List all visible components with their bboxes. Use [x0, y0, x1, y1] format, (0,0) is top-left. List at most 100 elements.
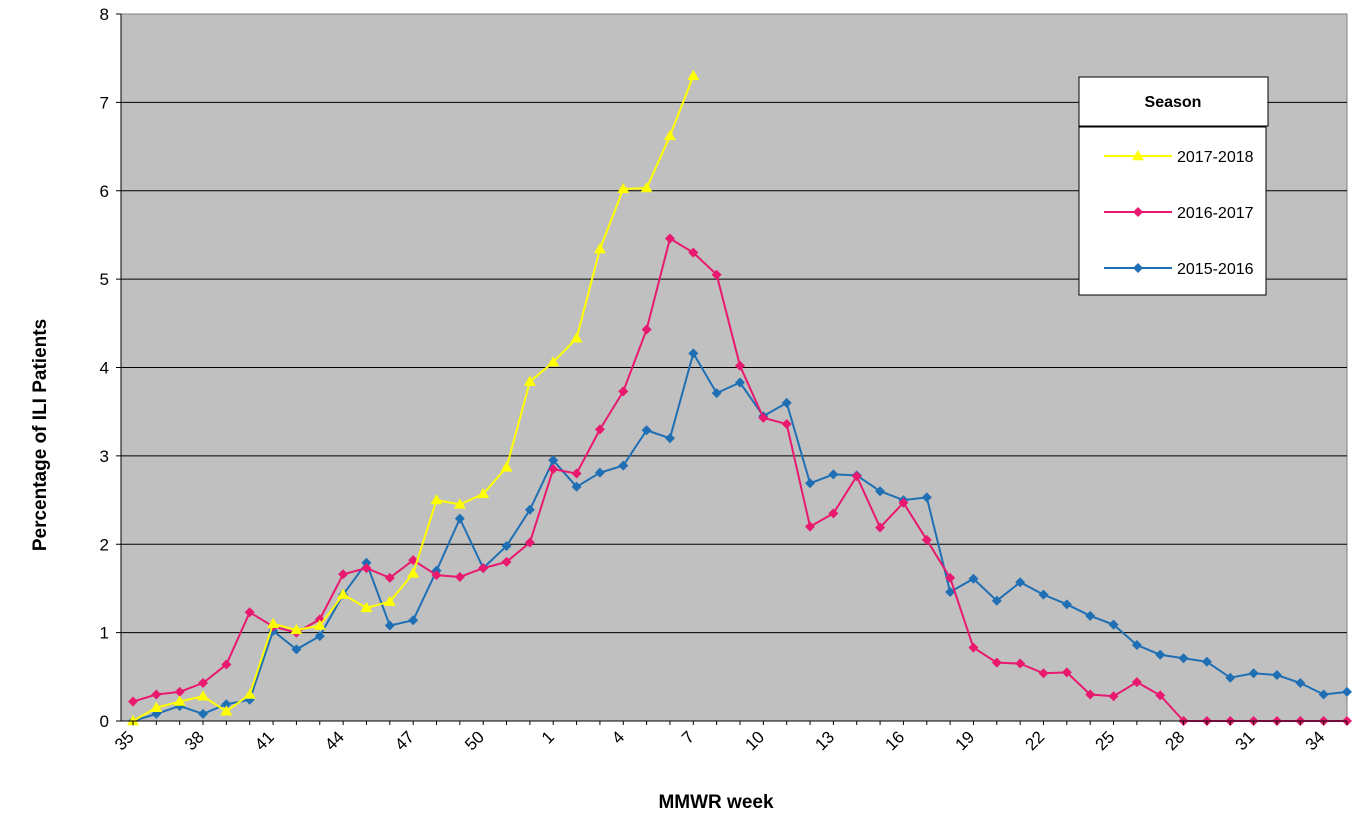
data-point-2016-2017	[384, 572, 395, 583]
x-tick-label: 16	[881, 727, 908, 754]
data-point-2016-2017	[828, 508, 839, 519]
data-point-2015-2016	[548, 455, 559, 466]
x-tick-label: 50	[461, 727, 488, 754]
data-point-2016-2017	[875, 522, 886, 533]
x-tick-label: 34	[1302, 727, 1329, 754]
data-point-2015-2016	[945, 586, 956, 597]
legend-entry-2017-2018: 2017-2018	[1104, 149, 1254, 166]
x-axis-title: MMWR week	[658, 792, 774, 813]
data-point-2015-2016	[384, 620, 395, 631]
data-point-2016-2017	[851, 471, 862, 482]
data-point-2016-2017	[361, 563, 372, 574]
data-point-2016-2017	[128, 696, 138, 707]
data-point-2016-2017	[711, 269, 722, 280]
y-tick-label: 3	[100, 447, 109, 466]
data-point-2015-2016	[1015, 577, 1026, 588]
data-point-2015-2016	[641, 425, 652, 436]
data-point-2017-2018	[127, 715, 139, 726]
data-point-2015-2016	[711, 388, 722, 399]
data-point-2015-2016	[1248, 668, 1259, 679]
y-axis-title: Percentage of ILI Patients	[30, 319, 51, 551]
data-point-2015-2016	[571, 481, 582, 492]
data-point-2017-2018	[430, 494, 443, 505]
data-point-2016-2017	[454, 571, 465, 582]
x-tick-label: 31	[1232, 727, 1259, 754]
x-tick-label: 25	[1092, 727, 1119, 754]
legend-label-2015-2016: 2015-2016	[1177, 261, 1254, 278]
data-point-2015-2016	[921, 492, 932, 503]
data-point-2017-2018	[500, 461, 513, 472]
data-point-2016-2017	[945, 572, 956, 583]
data-point-2016-2017	[338, 569, 349, 580]
data-point-2015-2016	[1201, 656, 1212, 667]
data-point-2016-2017	[688, 247, 699, 258]
data-point-2015-2016	[1318, 689, 1329, 700]
data-point-2015-2016	[1295, 677, 1306, 688]
data-point-2016-2017	[991, 657, 1002, 668]
legend-title-box	[1078, 76, 1269, 127]
y-tick-label: 7	[100, 93, 109, 112]
data-point-2016-2017	[431, 570, 442, 581]
legend-label-2017-2018: 2017-2018	[1177, 149, 1254, 166]
data-point-2016-2017	[221, 659, 232, 670]
data-point-2017-2018	[663, 129, 676, 141]
data-point-2017-2018	[243, 688, 256, 699]
x-tick-label: 44	[321, 727, 348, 754]
data-point-2015-2016	[454, 513, 465, 524]
y-tick-label: 8	[100, 5, 109, 24]
data-point-2016-2017	[1085, 689, 1096, 700]
data-point-2017-2018	[337, 588, 350, 599]
data-point-2015-2016	[221, 699, 232, 710]
x-tick-label: 28	[1162, 727, 1189, 754]
data-point-2017-2018	[267, 617, 280, 628]
data-point-2017-2018	[360, 601, 373, 613]
x-axis: 35 38 41 44 47 50 1 4 7 10 13 16 19 22 25 28 31 34	[111, 720, 1348, 754]
data-point-2017-2018	[570, 332, 583, 343]
data-point-2015-2016	[1225, 672, 1236, 683]
data-point-2017-2018	[477, 487, 490, 499]
data-point-2017-2018	[453, 498, 466, 509]
y-tick-label: 5	[100, 270, 109, 289]
data-point-2015-2016	[781, 397, 792, 408]
data-point-2017-2018	[407, 567, 420, 578]
y-tick-label: 4	[100, 359, 109, 378]
legend-items: 2017-2018 2016-2017 2015-2016	[1104, 149, 1254, 278]
x-tick-label: 22	[1022, 727, 1049, 754]
data-point-2017-2018	[220, 705, 233, 716]
data-point-2015-2016	[1131, 639, 1142, 650]
data-point-2016-2017	[1108, 691, 1119, 702]
legend-marker-2015-2016	[1133, 263, 1143, 273]
data-point-2015-2016	[524, 504, 535, 515]
x-tick-label: 4	[608, 727, 628, 747]
data-point-2017-2018	[640, 182, 653, 193]
data-point-2015-2016	[1271, 670, 1282, 681]
data-point-2017-2018	[593, 243, 606, 254]
data-point-2016-2017	[781, 419, 792, 430]
data-point-2016-2017	[151, 689, 162, 700]
data-point-2016-2017	[1061, 667, 1072, 678]
data-point-2015-2016	[968, 573, 979, 584]
data-point-2016-2017	[594, 424, 605, 435]
legend: Season 2017-2018 2016-2017 2015-2016	[1078, 76, 1269, 296]
y-axis: 0 1 2 3 4 5 6 7 8	[100, 5, 122, 731]
x-tick-label: 38	[181, 727, 208, 754]
data-point-2015-2016	[1155, 649, 1166, 660]
series-layer	[127, 69, 1352, 726]
data-point-2016-2017	[244, 607, 255, 618]
data-point-2016-2017	[758, 412, 769, 423]
data-point-2016-2017	[501, 556, 512, 567]
data-point-2017-2018	[290, 623, 303, 635]
data-point-2015-2016	[618, 460, 629, 471]
data-point-2015-2016	[361, 557, 372, 568]
data-point-2017-2018	[383, 595, 396, 606]
data-point-2015-2016	[408, 615, 419, 626]
data-point-2015-2016	[198, 708, 209, 719]
x-tick-label: 13	[811, 727, 838, 754]
x-tick-label: 1	[538, 727, 558, 747]
data-point-2017-2018	[523, 375, 536, 386]
data-point-2015-2016	[1178, 653, 1189, 664]
legend-entry-2016-2017: 2016-2017	[1104, 205, 1254, 222]
data-point-2015-2016	[291, 644, 302, 655]
data-point-2017-2018	[150, 701, 163, 712]
